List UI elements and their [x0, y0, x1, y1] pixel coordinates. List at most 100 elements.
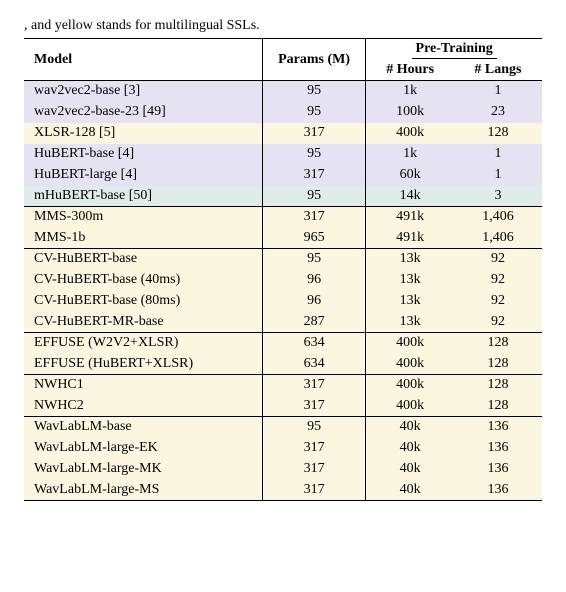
table-row: wav2vec2-base-23 [49]95100k23 — [24, 102, 542, 123]
cell-langs: 128 — [454, 396, 542, 417]
col-pretraining: Pre-Training — [366, 39, 542, 61]
cell-langs: 1,406 — [454, 207, 542, 228]
cell-langs: 136 — [454, 438, 542, 459]
cell-model: NWHC2 — [24, 396, 262, 417]
table-row: MMS-300m317491k1,406 — [24, 207, 542, 228]
cell-hours: 13k — [366, 249, 454, 270]
cell-model: wav2vec2-base-23 [49] — [24, 102, 262, 123]
table-row: WavLabLM-large-MK31740k136 — [24, 459, 542, 480]
cell-hours: 400k — [366, 354, 454, 375]
cell-hours: 40k — [366, 459, 454, 480]
cell-hours: 13k — [366, 312, 454, 333]
cell-params: 95 — [262, 102, 366, 123]
cell-params: 317 — [262, 375, 366, 396]
cell-model: HuBERT-large [4] — [24, 165, 262, 186]
cell-model: WavLabLM-base — [24, 417, 262, 438]
table-row: CV-HuBERT-base (80ms)9613k92 — [24, 291, 542, 312]
table-row: mHuBERT-base [50]9514k3 — [24, 186, 542, 207]
cell-params: 317 — [262, 165, 366, 186]
cell-params: 95 — [262, 186, 366, 207]
cell-params: 95 — [262, 249, 366, 270]
cell-langs: 1,406 — [454, 228, 542, 249]
cell-params: 317 — [262, 123, 366, 144]
cell-langs: 92 — [454, 291, 542, 312]
table-row: HuBERT-large [4]31760k1 — [24, 165, 542, 186]
cell-model: CV-HuBERT-base (80ms) — [24, 291, 262, 312]
table-row: EFFUSE (W2V2+XLSR)634400k128 — [24, 333, 542, 354]
cell-model: MMS-300m — [24, 207, 262, 228]
cell-model: CV-HuBERT-base — [24, 249, 262, 270]
cell-params: 317 — [262, 480, 366, 501]
cell-params: 95 — [262, 81, 366, 102]
cell-hours: 400k — [366, 396, 454, 417]
table-row: NWHC1317400k128 — [24, 375, 542, 396]
cell-params: 317 — [262, 438, 366, 459]
table-row: MMS-1b965491k1,406 — [24, 228, 542, 249]
cell-langs: 92 — [454, 312, 542, 333]
cell-hours: 13k — [366, 270, 454, 291]
table-row: WavLabLM-large-MS31740k136 — [24, 480, 542, 501]
table-row: WavLabLM-base9540k136 — [24, 417, 542, 438]
cell-params: 96 — [262, 270, 366, 291]
col-model: Model — [24, 39, 262, 81]
table-body: wav2vec2-base [3]951k1wav2vec2-base-23 [… — [24, 81, 542, 501]
col-params: Params (M) — [262, 39, 366, 81]
table-row: CV-HuBERT-MR-base28713k92 — [24, 312, 542, 333]
table-row: CV-HuBERT-base9513k92 — [24, 249, 542, 270]
cell-langs: 136 — [454, 459, 542, 480]
table-row: CV-HuBERT-base (40ms)9613k92 — [24, 270, 542, 291]
cell-langs: 136 — [454, 480, 542, 501]
cell-hours: 100k — [366, 102, 454, 123]
cell-hours: 14k — [366, 186, 454, 207]
cell-model: NWHC1 — [24, 375, 262, 396]
cell-hours: 400k — [366, 375, 454, 396]
cell-model: EFFUSE (HuBERT+XLSR) — [24, 354, 262, 375]
cell-model: HuBERT-base [4] — [24, 144, 262, 165]
cell-model: CV-HuBERT-base (40ms) — [24, 270, 262, 291]
col-pretraining-label: Pre-Training — [412, 41, 497, 59]
cell-hours: 400k — [366, 333, 454, 354]
cell-model: WavLabLM-large-EK — [24, 438, 262, 459]
cell-params: 317 — [262, 396, 366, 417]
col-hours: # Hours — [366, 61, 454, 81]
cell-hours: 13k — [366, 291, 454, 312]
cell-langs: 136 — [454, 417, 542, 438]
cell-model: EFFUSE (W2V2+XLSR) — [24, 333, 262, 354]
cell-hours: 1k — [366, 81, 454, 102]
cell-langs: 1 — [454, 144, 542, 165]
cell-hours: 40k — [366, 438, 454, 459]
cell-langs: 1 — [454, 81, 542, 102]
cell-langs: 1 — [454, 165, 542, 186]
cell-params: 317 — [262, 459, 366, 480]
cell-langs: 128 — [454, 354, 542, 375]
table-row: HuBERT-base [4]951k1 — [24, 144, 542, 165]
cell-model: WavLabLM-large-MK — [24, 459, 262, 480]
cell-langs: 23 — [454, 102, 542, 123]
cell-hours: 40k — [366, 480, 454, 501]
cell-hours: 491k — [366, 228, 454, 249]
cell-params: 95 — [262, 144, 366, 165]
cell-params: 634 — [262, 354, 366, 375]
cell-langs: 128 — [454, 333, 542, 354]
table-row: EFFUSE (HuBERT+XLSR)634400k128 — [24, 354, 542, 375]
cell-hours: 40k — [366, 417, 454, 438]
cell-langs: 92 — [454, 270, 542, 291]
cell-model: WavLabLM-large-MS — [24, 480, 262, 501]
table-row: XLSR-128 [5]317400k128 — [24, 123, 542, 144]
cell-hours: 60k — [366, 165, 454, 186]
cell-model: CV-HuBERT-MR-base — [24, 312, 262, 333]
col-langs: # Langs — [454, 61, 542, 81]
cell-hours: 491k — [366, 207, 454, 228]
cell-model: wav2vec2-base [3] — [24, 81, 262, 102]
cell-params: 287 — [262, 312, 366, 333]
cell-params: 95 — [262, 417, 366, 438]
cell-langs: 92 — [454, 249, 542, 270]
table-row: NWHC2317400k128 — [24, 396, 542, 417]
models-table: Model Params (M) Pre-Training # Hours # … — [24, 38, 542, 501]
table-row: wav2vec2-base [3]951k1 — [24, 81, 542, 102]
cell-params: 317 — [262, 207, 366, 228]
cell-langs: 3 — [454, 186, 542, 207]
table-header: Model Params (M) Pre-Training # Hours # … — [24, 39, 542, 81]
cell-model: mHuBERT-base [50] — [24, 186, 262, 207]
cell-params: 965 — [262, 228, 366, 249]
